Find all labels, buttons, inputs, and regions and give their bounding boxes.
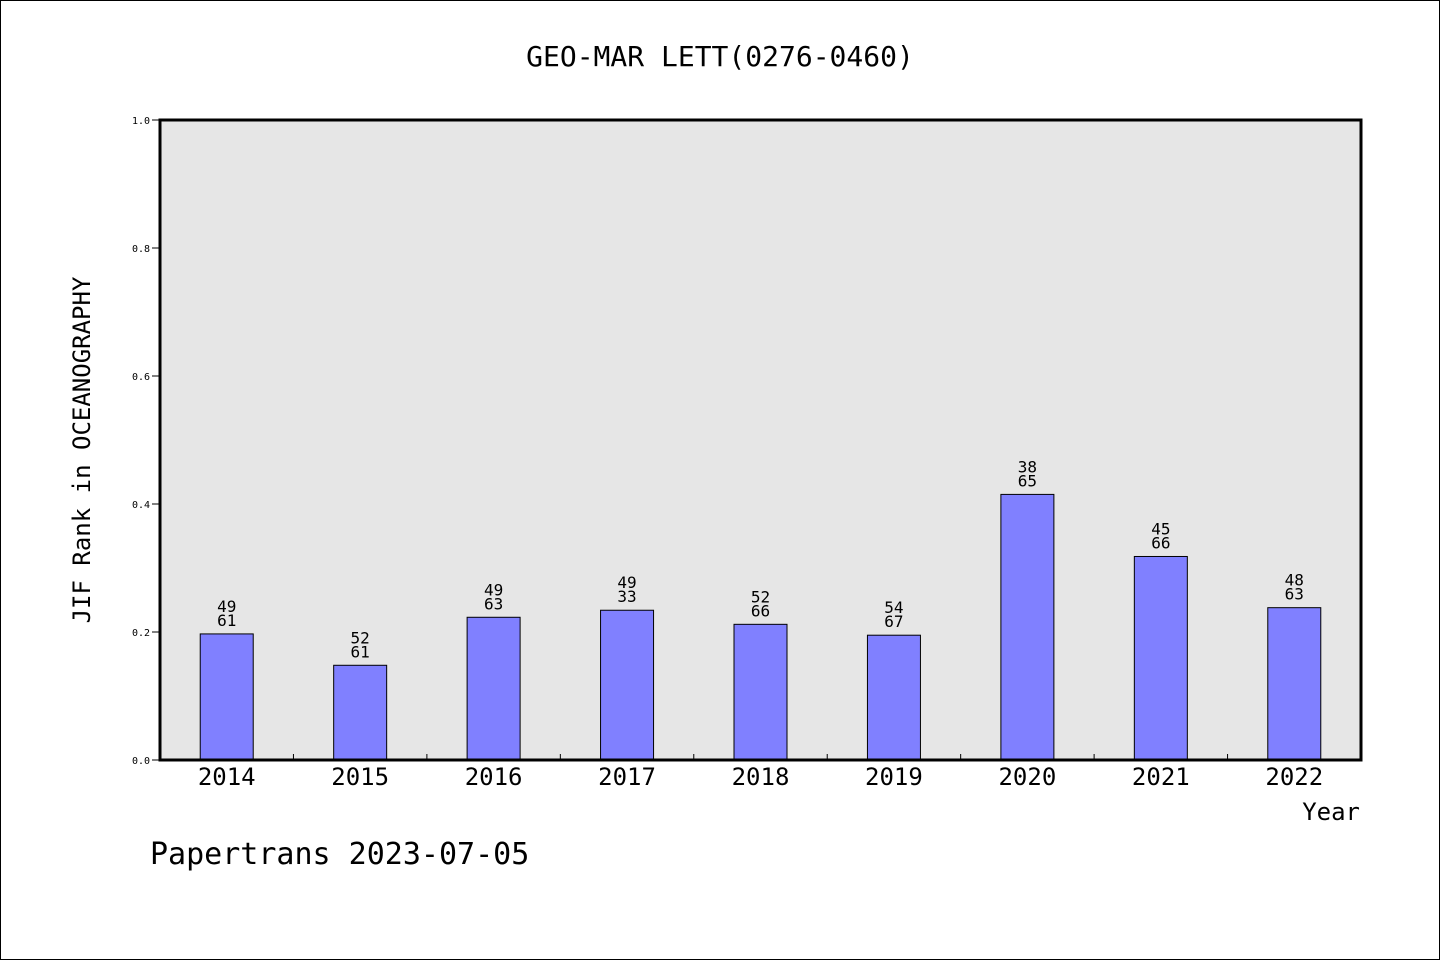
bar-label-top-2020: 38: [1018, 457, 1037, 476]
bar-label-top-2021: 45: [1151, 519, 1170, 538]
bar-label-top-2014: 49: [217, 597, 236, 616]
bar-label-bottom-2018: 66: [751, 601, 770, 620]
bar-label-bottom-2015: 61: [351, 642, 370, 661]
bar-2014: [199, 633, 254, 761]
x-tick-label-2015: 2015: [331, 763, 389, 791]
plot-border: [158, 118, 1363, 762]
bar-2020: [1000, 493, 1055, 761]
bar-label-top-2016: 49: [484, 580, 503, 599]
bar-label-bottom-2020: 65: [1018, 471, 1037, 490]
x-axis-label: Year: [1302, 798, 1360, 826]
x-tick-label-2019: 2019: [865, 763, 923, 791]
x-tick-label-2022: 2022: [1265, 763, 1323, 791]
footer-credit: Papertrans 2023-07-05: [150, 837, 529, 872]
bar-label-bottom-2019: 67: [884, 612, 903, 631]
y-tick-label-0.6: 0.6: [132, 372, 150, 383]
y-tick-label-0.8: 0.8: [132, 244, 150, 255]
bar-label-top-2019: 54: [884, 598, 903, 617]
bar-label-bottom-2017: 33: [617, 587, 636, 606]
chart-title: GEO-MAR LETT(0276-0460): [526, 40, 914, 73]
bar-label-bottom-2014: 61: [217, 611, 236, 630]
x-tick-label-2020: 2020: [998, 763, 1056, 791]
y-tick-label-0.0: 0.0: [132, 756, 150, 767]
x-tick-label-2021: 2021: [1132, 763, 1190, 791]
y-axis-label: JIF Rank in OCEANOGRAPHY: [68, 276, 96, 623]
bar-2022: [1267, 607, 1322, 761]
bar-2019: [866, 634, 921, 761]
bar-label-top-2022: 48: [1285, 571, 1304, 590]
bar-2015: [333, 664, 388, 761]
ticks-group: 2014 2015 2016 2017 2018 2019 2020 2021 2022 0.0 0…: [132, 116, 1323, 791]
x-tick-label-2016: 2016: [465, 763, 523, 791]
bar-2016: [466, 616, 521, 761]
bar-2021: [1133, 555, 1188, 761]
y-tick-label-0.4: 0.4: [132, 500, 150, 511]
bar-label-bottom-2021: 66: [1151, 533, 1170, 552]
x-tick-label-2017: 2017: [598, 763, 656, 791]
bar-2018: [733, 623, 788, 761]
bar-2017: [600, 609, 655, 761]
x-tick-label-2018: 2018: [732, 763, 790, 791]
bar-label-bottom-2016: 63: [484, 594, 503, 613]
y-tick-label-1.0: 1.0: [132, 116, 150, 127]
y-tick-label-0.2: 0.2: [132, 628, 150, 639]
bar-label-top-2018: 52: [751, 587, 770, 606]
bar-label-top-2015: 52: [351, 628, 370, 647]
bar-label-top-2017: 49: [617, 573, 636, 592]
bar-label-bottom-2022: 63: [1285, 585, 1304, 604]
x-tick-label-2014: 2014: [198, 763, 256, 791]
